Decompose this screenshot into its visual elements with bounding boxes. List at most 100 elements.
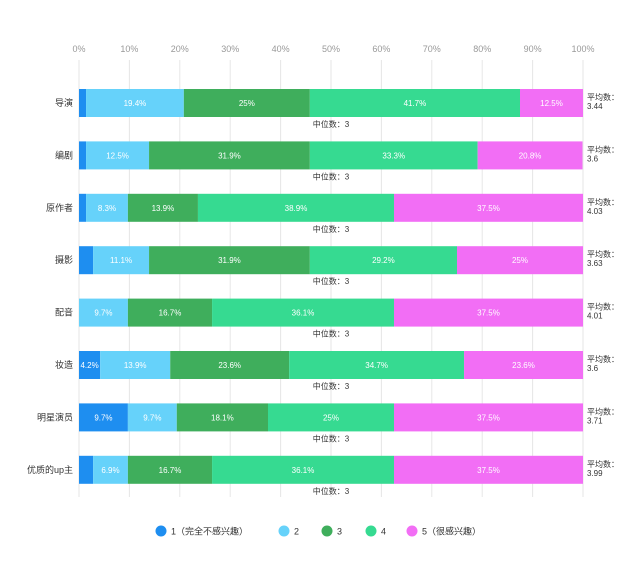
- legend-label[interactable]: 5（很感兴趣）: [422, 526, 481, 537]
- bar-segment[interactable]: [93, 246, 150, 275]
- bar-segment[interactable]: [149, 141, 310, 170]
- x-axis-ticks: 0% 10% 20% 30% 40% 50% 60% 70% 80% 90% 100%: [72, 44, 594, 54]
- bar-segment[interactable]: [79, 246, 94, 275]
- data-label: 9.7%: [94, 309, 112, 318]
- x-tick-label: 60%: [372, 44, 390, 54]
- data-label: 18.1%: [211, 413, 234, 422]
- category-label: 摄影: [55, 254, 73, 265]
- bar-segment[interactable]: [127, 455, 213, 484]
- bar-segment[interactable]: [268, 403, 394, 432]
- bar-segment[interactable]: [394, 193, 583, 222]
- x-tick-label: 10%: [120, 44, 138, 54]
- bar-segment[interactable]: [79, 403, 128, 432]
- bar-segment[interactable]: [212, 455, 394, 484]
- bar-segment[interactable]: [100, 351, 171, 379]
- bar-segment[interactable]: [464, 351, 583, 379]
- median-label: 中位数：3: [313, 171, 350, 181]
- bar-segment[interactable]: [212, 298, 394, 327]
- legend-label[interactable]: 2: [294, 527, 299, 537]
- legend-swatch[interactable]: [321, 525, 333, 537]
- bar-segment[interactable]: [149, 246, 310, 275]
- data-label: 13.9%: [124, 361, 147, 370]
- category-label: 明星演员: [37, 411, 73, 422]
- bar-segment[interactable]: [86, 89, 184, 117]
- bar-segment[interactable]: [79, 455, 94, 484]
- x-tick-label: 70%: [423, 44, 441, 54]
- bar-segment[interactable]: [309, 246, 457, 275]
- average-label: 平均数： 3.6: [587, 354, 619, 373]
- bar-segment[interactable]: [309, 141, 478, 170]
- legend[interactable]: 1（完全不感兴趣） 2 3 4 5（很感兴趣）: [155, 525, 482, 537]
- data-label: 19.4%: [124, 99, 147, 108]
- data-label: 23.6%: [512, 361, 535, 370]
- bar-segment[interactable]: [394, 455, 583, 484]
- legend-label[interactable]: 4: [381, 527, 386, 537]
- bar-segment[interactable]: [309, 89, 520, 117]
- bar-segment[interactable]: [86, 193, 128, 222]
- median-label: 中位数：3: [313, 329, 350, 339]
- bar-segment[interactable]: [79, 141, 87, 170]
- average-label: 平均数： 4.01: [587, 302, 619, 321]
- category-label: 原作者: [46, 202, 73, 213]
- legend-swatch[interactable]: [155, 525, 167, 537]
- data-label: 9.7%: [94, 413, 112, 422]
- x-tick-label: 90%: [524, 44, 542, 54]
- bar-segment[interactable]: [197, 193, 394, 222]
- x-tick-label: 40%: [272, 44, 290, 54]
- median-label: 中位数：3: [313, 224, 350, 234]
- legend-label[interactable]: 1（完全不感兴趣）: [171, 526, 248, 537]
- bar-segment[interactable]: [394, 403, 583, 432]
- bar-segment[interactable]: [127, 193, 198, 222]
- bar-segment[interactable]: [457, 246, 583, 275]
- data-label: 38.9%: [285, 204, 308, 213]
- x-tick-label: 100%: [571, 44, 594, 54]
- average-label: 平均数： 3.71: [587, 406, 619, 425]
- bar-segment[interactable]: [477, 141, 583, 170]
- bar-segment[interactable]: [86, 141, 150, 170]
- data-label: 13.9%: [152, 204, 175, 213]
- x-tick-label: 20%: [171, 44, 189, 54]
- data-label: 16.7%: [159, 466, 182, 475]
- legend-label[interactable]: 3: [337, 527, 342, 537]
- average-label: 平均数： 3.99: [587, 459, 619, 478]
- legend-swatch[interactable]: [406, 525, 418, 537]
- data-label: 11.1%: [110, 256, 132, 265]
- data-label: 37.5%: [477, 466, 500, 475]
- bar-segment[interactable]: [79, 351, 101, 379]
- bar-segment[interactable]: [176, 403, 268, 432]
- data-label: 16.7%: [159, 309, 182, 318]
- bar-segment[interactable]: [183, 89, 310, 117]
- bar-segment[interactable]: [289, 351, 465, 379]
- bars: 19.4% 25% 41.7% 12.5% 12.5% 31.9% 33.3% 20.8% 8.…: [79, 89, 583, 484]
- x-tick-label: 80%: [473, 44, 491, 54]
- category-label: 配音: [55, 307, 73, 318]
- data-label: 4.2%: [80, 361, 98, 370]
- x-tick-label: 30%: [221, 44, 239, 54]
- bar-segment[interactable]: [93, 455, 128, 484]
- legend-swatch[interactable]: [365, 525, 377, 537]
- bar-segment[interactable]: [170, 351, 290, 379]
- data-label: 31.9%: [218, 151, 241, 160]
- data-label: 37.5%: [477, 204, 500, 213]
- category-label: 优质的up主: [27, 464, 73, 475]
- data-label: 25%: [239, 99, 255, 108]
- data-label: 31.9%: [218, 256, 241, 265]
- data-label: 12.5%: [540, 99, 563, 108]
- data-label: 34.7%: [365, 361, 388, 370]
- bar-segment[interactable]: [520, 89, 583, 117]
- legend-swatch[interactable]: [278, 525, 290, 537]
- data-label: 36.1%: [292, 466, 315, 475]
- bar-segment[interactable]: [394, 298, 583, 327]
- category-label: 导演: [55, 97, 73, 108]
- data-label: 41.7%: [404, 99, 427, 108]
- data-label: 12.5%: [106, 151, 129, 160]
- bar-segment[interactable]: [127, 403, 177, 432]
- data-label: 33.3%: [382, 151, 405, 160]
- bar-segment[interactable]: [79, 193, 87, 222]
- bar-segment[interactable]: [79, 298, 128, 327]
- average-label: 平均数： 3.44: [587, 92, 619, 111]
- bar-segment[interactable]: [127, 298, 213, 327]
- bar-segment[interactable]: [79, 89, 87, 117]
- average-label: 平均数： 3.63: [587, 249, 619, 268]
